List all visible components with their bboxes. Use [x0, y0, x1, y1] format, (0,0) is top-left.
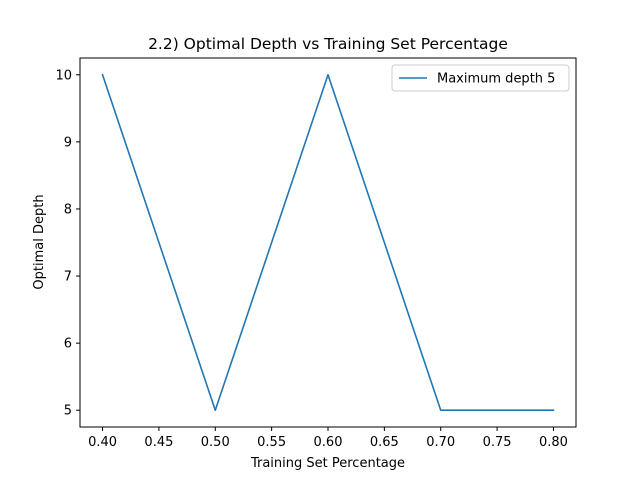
y-tick-label: 10: [55, 68, 72, 83]
x-tick-label: 0.45: [144, 435, 173, 450]
y-axis-ticks: 5 6 7 8 9 10: [55, 68, 80, 419]
x-axis-ticks: 0.40 0.45 0.50 0.55 0.60 0.65 0.70 0.75 0.80: [88, 427, 568, 450]
y-tick-label: 7: [64, 270, 72, 285]
x-tick-label: 0.80: [539, 435, 568, 450]
series-line-maximum-depth-5: [101, 73, 555, 412]
chart-title: 2.2) Optimal Depth vs Training Set Perce…: [148, 35, 508, 53]
axes-frame: [79, 57, 577, 428]
x-tick-label: 0.60: [314, 435, 343, 450]
x-tick-label: 0.40: [88, 435, 117, 450]
y-tick-label: 9: [64, 135, 72, 150]
y-tick-label: 8: [64, 202, 72, 217]
legend-box: [391, 64, 570, 92]
y-tick-label: 5: [64, 404, 72, 419]
x-tick-label: 0.70: [426, 435, 455, 450]
legend-label-maximum-depth-5: Maximum depth 5: [437, 72, 555, 87]
x-tick-label: 0.55: [257, 435, 286, 450]
x-tick-label: 0.75: [483, 435, 512, 450]
x-tick-label: 0.65: [370, 435, 399, 450]
plot-area: [79, 57, 577, 428]
y-tick-label: 6: [64, 337, 72, 352]
legend: Maximum depth 5: [391, 64, 570, 92]
y-axis-label: Optimal Depth: [32, 194, 47, 289]
x-tick-label: 0.50: [201, 435, 230, 450]
x-axis-label: Training Set Percentage: [250, 456, 405, 471]
